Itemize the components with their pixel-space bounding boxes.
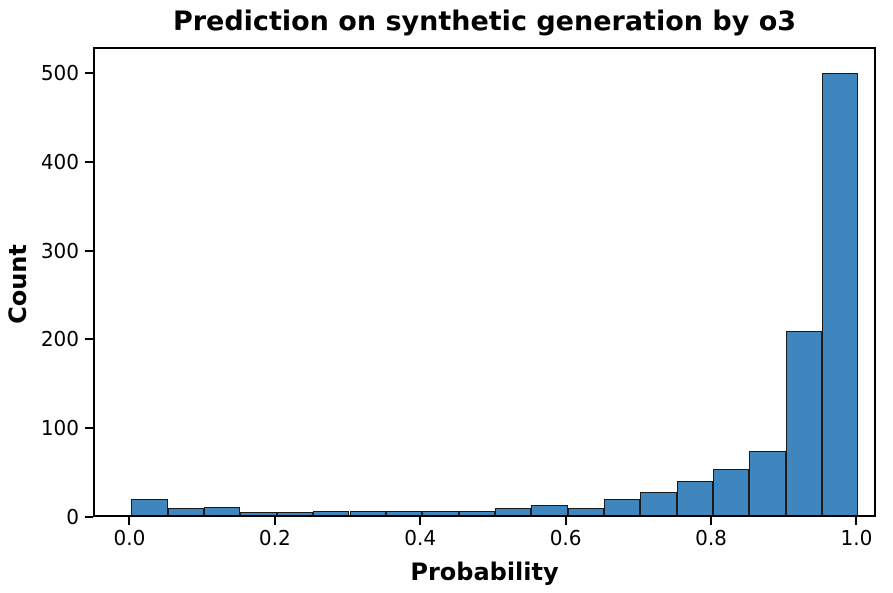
histogram-bar	[458, 511, 495, 515]
y-tick-mark	[85, 338, 93, 341]
x-tick-mark	[273, 517, 276, 525]
x-tick-mark	[564, 517, 567, 525]
histogram-bar	[749, 451, 786, 515]
histogram-bar	[422, 510, 459, 515]
x-tick-label: 0.2	[258, 526, 291, 550]
histogram-bar	[640, 491, 677, 515]
x-tick-mark	[855, 517, 858, 525]
y-tick-mark	[85, 71, 93, 74]
y-tick-label: 400	[40, 149, 79, 174]
y-tick-label: 200	[40, 327, 79, 352]
y-tick-mark	[85, 516, 93, 518]
x-axis-label: Probability	[410, 558, 559, 586]
histogram-bar	[603, 499, 641, 515]
histogram-bar	[785, 331, 823, 515]
x-tick-mark	[710, 517, 712, 525]
histogram-bar	[385, 511, 423, 515]
histogram-bar	[167, 507, 205, 515]
y-tick-mark	[85, 160, 93, 163]
y-tick-mark	[85, 249, 93, 252]
x-tick-label: 0.8	[695, 526, 727, 550]
histogram-bar	[822, 72, 859, 515]
histogram-bar	[567, 507, 604, 515]
histogram-bar	[531, 505, 568, 515]
histogram-bar	[349, 511, 386, 515]
histogram-bar	[676, 481, 713, 515]
x-tick-mark	[128, 517, 131, 525]
histogram-bar	[276, 512, 314, 515]
histogram-bar	[240, 512, 277, 515]
x-tick-mark	[419, 517, 422, 525]
y-tick-label: 500	[40, 60, 79, 85]
y-tick-label: 100	[40, 416, 79, 441]
histogram-bar	[494, 507, 532, 515]
histogram-bar	[713, 468, 750, 515]
y-tick-label: 0	[66, 505, 79, 529]
plot-area	[93, 47, 876, 517]
y-tick-label: 300	[40, 238, 79, 263]
y-axis-label: Count	[4, 244, 32, 324]
x-tick-label: 0.0	[113, 526, 146, 550]
chart-title: Prediction on synthetic generation by o3	[172, 6, 797, 37]
histogram-bar	[131, 499, 168, 515]
y-tick-mark	[85, 427, 93, 430]
histogram-bar	[313, 511, 350, 515]
x-tick-label: 0.6	[549, 526, 582, 550]
x-tick-label: 0.4	[404, 526, 437, 550]
histogram-bar	[204, 507, 241, 515]
x-tick-label: 1.0	[840, 526, 873, 550]
